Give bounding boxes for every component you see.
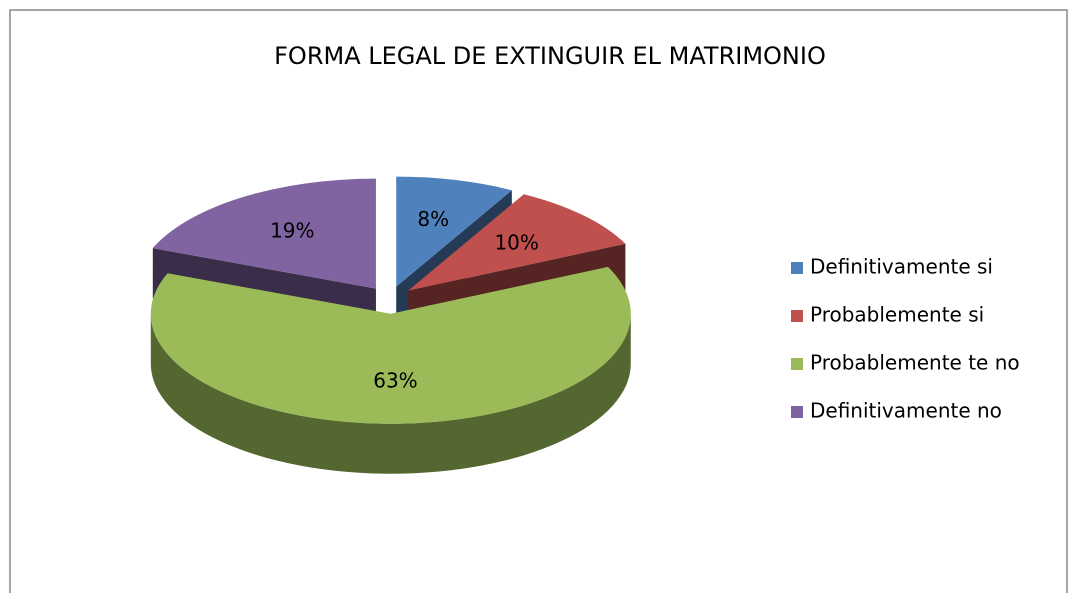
legend-label: Definitivamente no	[810, 399, 1002, 423]
legend-swatch	[791, 262, 803, 274]
slice-top	[408, 194, 626, 291]
data-label: 8%	[417, 207, 449, 231]
chart-title: FORMA LEGAL DE EXTINGUIR EL MATRIMONIO	[274, 42, 826, 70]
slice-wall	[150, 313, 631, 474]
data-label: 10%	[494, 230, 538, 254]
legend-swatch	[791, 310, 803, 322]
legend-swatch	[791, 358, 803, 370]
legend-swatch	[791, 406, 803, 418]
legend-label: Definitivamente si	[810, 255, 993, 279]
pie-slice	[150, 266, 631, 474]
data-label: 19%	[270, 219, 314, 243]
data-label: 63%	[373, 368, 417, 392]
slice-top	[152, 178, 376, 289]
slice-top	[396, 176, 512, 287]
legend-label: Probablemente si	[810, 303, 984, 327]
legend-label: Probablemente te no	[810, 351, 1020, 375]
slice-top	[150, 266, 631, 424]
